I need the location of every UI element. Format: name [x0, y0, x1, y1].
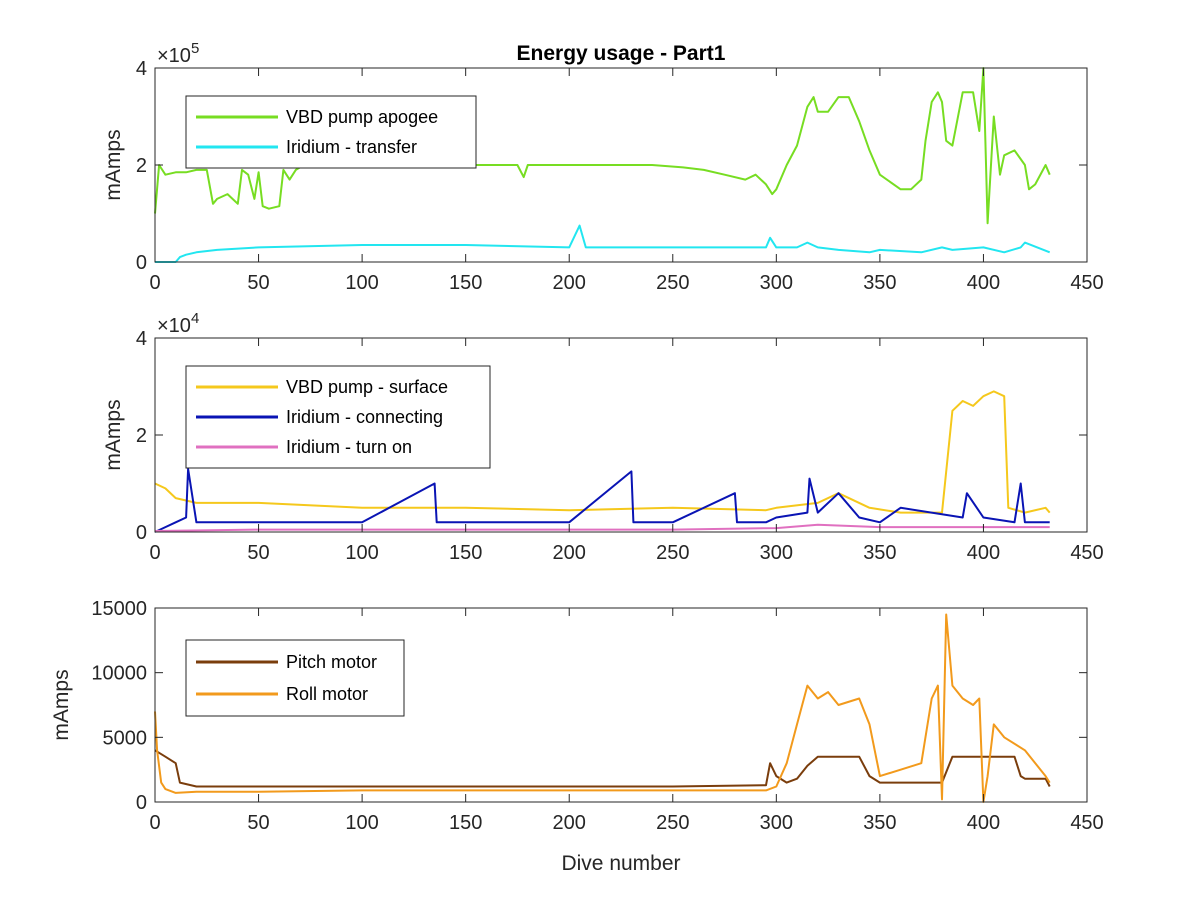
x-tick-label: 400	[967, 272, 1000, 294]
x-tick-label: 450	[1070, 272, 1103, 294]
x-tick-label: 50	[247, 812, 269, 834]
x-tick-label: 450	[1070, 542, 1103, 564]
x-tick-label: 350	[863, 812, 896, 834]
legend-entry: Iridium - connecting	[286, 407, 443, 427]
x-tick-label: 100	[345, 812, 378, 834]
x-tick-label: 350	[863, 272, 896, 294]
x-tick-label: 0	[149, 542, 160, 564]
series-line-1	[154, 67, 1051, 225]
x-axis-label: Dive number	[561, 852, 680, 875]
x-tick-label: 150	[449, 542, 482, 564]
y-tick-label: 10000	[91, 663, 147, 685]
x-tick-label: 250	[656, 812, 689, 834]
x-tick-label: 100	[345, 542, 378, 564]
chart-panel-1: 0 50 100 150 200 250 300 350 400 450 0 2 4 ×105 mAmps E…	[102, 40, 1104, 294]
series-line-2	[154, 613, 1051, 803]
y-tick-label: 0	[136, 522, 147, 544]
y-axis-label: mAmps	[50, 669, 73, 740]
legend-entry: VBD pump - surface	[286, 377, 448, 397]
y-tick-label: 5000	[103, 727, 148, 749]
legend-entry: Roll motor	[286, 684, 368, 704]
x-tick-label: 300	[760, 542, 793, 564]
chart-panel-3: 0 50 100 150 200 250 300 350 400 450 0 5000 10000 150…	[50, 598, 1104, 875]
x-tick-label: 400	[967, 542, 1000, 564]
x-tick-label: 450	[1070, 812, 1103, 834]
x-tick-label: 50	[247, 272, 269, 294]
x-tick-label: 250	[656, 272, 689, 294]
x-tick-label: 200	[553, 542, 586, 564]
axis-exponent: ×104	[157, 310, 199, 337]
y-tick-label: 0	[136, 252, 147, 274]
x-tick-label: 100	[345, 272, 378, 294]
legend-entry: VBD pump apogee	[286, 107, 438, 127]
legend-entry: Pitch motor	[286, 652, 377, 672]
x-tick-label: 200	[553, 812, 586, 834]
legend-entry: Iridium - turn on	[286, 437, 412, 457]
legend-box	[185, 95, 477, 169]
legend-box	[185, 639, 405, 717]
x-tick-label: 350	[863, 542, 896, 564]
y-tick-label: 2	[136, 155, 147, 177]
y-tick-label: 2	[136, 425, 147, 447]
y-tick-label: 15000	[91, 598, 147, 620]
y-tick-label: 0	[136, 792, 147, 814]
series-line-1	[154, 749, 1051, 788]
axis-exponent: ×105	[157, 40, 199, 67]
x-tick-label: 150	[449, 272, 482, 294]
x-tick-label: 0	[149, 812, 160, 834]
x-tick-label: 300	[760, 812, 793, 834]
chart-panel-2: 0 50 100 150 200 250 300 350 400 450 0 2 4 ×104 mAmps V…	[102, 310, 1104, 564]
axes-box	[154, 607, 1088, 803]
x-tick-label: 200	[553, 272, 586, 294]
chart-title: Energy usage - Part1	[517, 42, 726, 65]
y-tick-label: 4	[136, 58, 147, 80]
series-line-2	[154, 467, 1050, 533]
x-tick-label: 50	[247, 542, 269, 564]
x-tick-label: 300	[760, 272, 793, 294]
x-tick-label: 150	[449, 812, 482, 834]
legend-entry: Iridium - transfer	[286, 137, 417, 157]
x-tick-label: 400	[967, 812, 1000, 834]
y-axis-label: mAmps	[102, 399, 125, 470]
x-tick-label: 0	[149, 272, 160, 294]
y-tick-label: 4	[136, 328, 147, 350]
series-line-2	[155, 224, 1051, 263]
y-axis-label: mAmps	[102, 129, 125, 200]
series-line-1	[154, 390, 1051, 514]
x-tick-label: 250	[656, 542, 689, 564]
